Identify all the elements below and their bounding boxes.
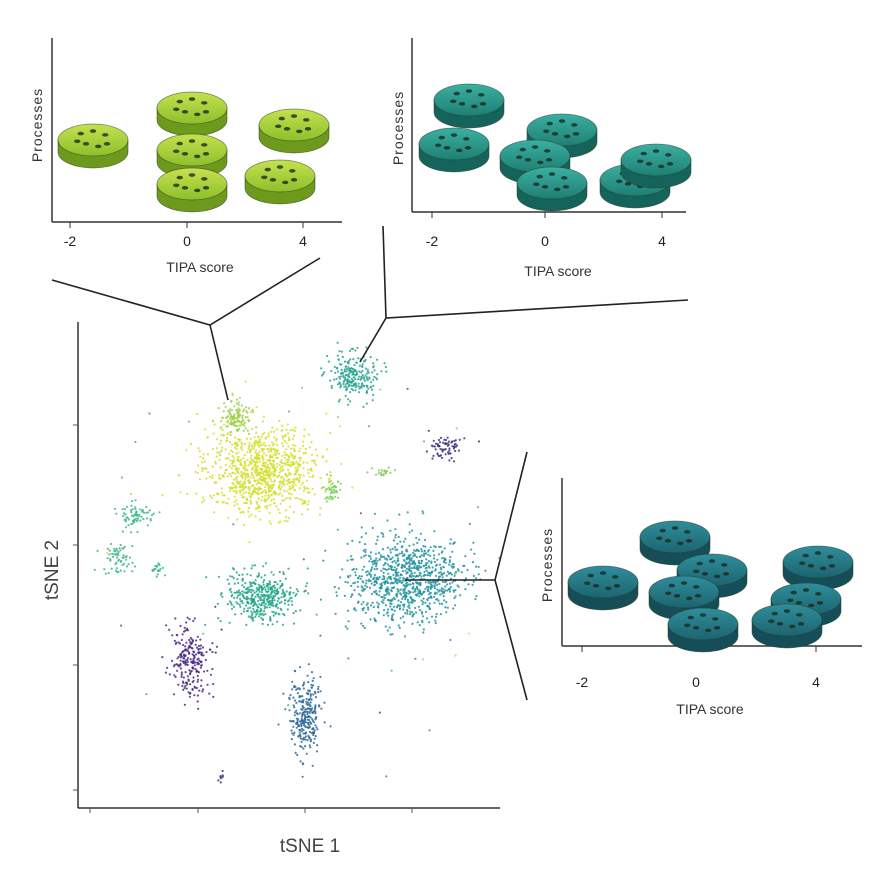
panel-c-tick-neg2: -2 xyxy=(576,674,589,690)
panel-b-disc xyxy=(433,83,505,129)
panel-a-disc xyxy=(156,91,228,137)
cluster-lime-top xyxy=(211,392,258,437)
panel-a: -2 0 4 TIPA score Processes xyxy=(29,38,342,275)
panel-b-x-label: TIPA score xyxy=(524,263,592,279)
tsne-points xyxy=(93,341,501,784)
cluster-purple-left xyxy=(161,605,223,710)
panel-c-disc xyxy=(667,607,739,653)
panel-b-disc xyxy=(516,166,588,212)
tsne-x-label: tSNE 1 xyxy=(280,836,340,857)
panel-c-disc xyxy=(782,545,854,591)
cluster-blue-bottom xyxy=(282,663,332,778)
panel-a-discs xyxy=(57,91,330,213)
panel-b-discs xyxy=(418,83,692,212)
cluster-outliers xyxy=(105,386,480,778)
panel-a-disc xyxy=(156,167,228,213)
panel-c-tick-4: 4 xyxy=(812,674,820,690)
panel-c: -2 0 4 TIPA score Processes xyxy=(539,478,862,717)
cluster-teal-large xyxy=(319,510,501,660)
panel-a-disc xyxy=(57,123,129,169)
panel-a-y-label: Processes xyxy=(29,88,45,162)
cluster-lime-small xyxy=(322,466,396,503)
panel-c-y-label: Processes xyxy=(539,528,555,602)
panel-b-disc xyxy=(418,127,490,173)
panel-c-disc xyxy=(567,565,639,611)
panel-a-tick-0: 0 xyxy=(183,233,191,249)
tsne-y-ticks xyxy=(73,424,78,791)
panel-a-tick-4: 4 xyxy=(299,233,307,249)
panel-b: -2 0 4 TIPA score Processes xyxy=(390,38,692,279)
panel-b-tick-4: 4 xyxy=(658,233,666,249)
panel-b-disc xyxy=(620,143,692,189)
panel-b-tick-0: 0 xyxy=(541,233,549,249)
tsne-y-label: tSNE 2 xyxy=(42,540,63,600)
panel-c-x-label: TIPA score xyxy=(676,701,744,717)
panel-a-tick-neg2: -2 xyxy=(64,233,77,249)
panel-c-disc xyxy=(648,575,720,621)
connector-panel-a-stem xyxy=(209,324,229,401)
connector-panel-b-stem xyxy=(359,317,387,363)
connector-lines xyxy=(51,225,689,701)
cluster-green-left xyxy=(93,499,166,578)
panel-c-disc xyxy=(751,603,823,649)
panel-a-x-label: TIPA score xyxy=(166,259,234,275)
connector-panel-c xyxy=(494,451,528,701)
tsne-x-ticks xyxy=(89,808,413,813)
panel-a-disc xyxy=(258,108,330,154)
panel-c-tick-0: 0 xyxy=(692,674,700,690)
cluster-teal-top xyxy=(320,341,388,409)
cluster-yellow-main xyxy=(161,380,354,544)
panel-b-y-label: Processes xyxy=(390,91,406,165)
panel-b-tick-neg2: -2 xyxy=(426,233,439,249)
panel-c-discs xyxy=(567,520,854,653)
cluster-purple-right xyxy=(217,429,481,784)
cluster-teal-center xyxy=(204,562,310,627)
tsne-plot: tSNE 1 tSNE 2 xyxy=(42,322,501,857)
panel-a-disc xyxy=(244,159,316,205)
